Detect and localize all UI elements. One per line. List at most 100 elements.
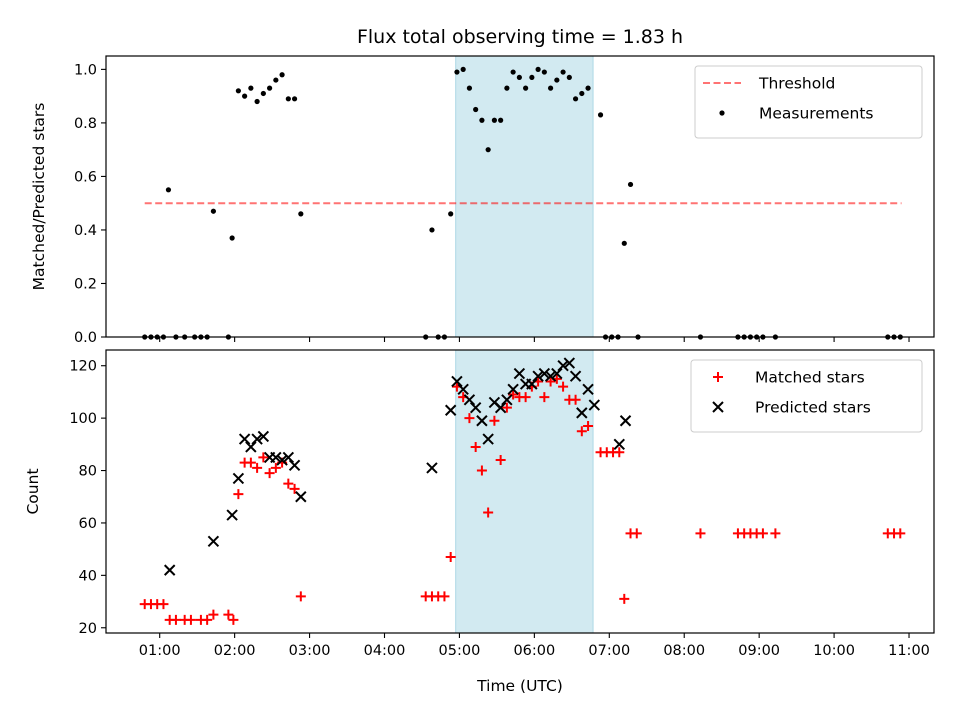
data-point — [526, 378, 538, 390]
data-point — [560, 69, 566, 75]
data-point — [460, 66, 466, 72]
data-point — [233, 489, 244, 500]
data-point — [223, 609, 234, 620]
x-tick-label: 02:00 — [214, 643, 256, 659]
data-point — [597, 112, 604, 118]
data-point — [563, 357, 576, 369]
data-point — [554, 77, 560, 83]
data-point — [895, 528, 906, 539]
data-point — [285, 96, 291, 102]
data-point — [504, 85, 510, 91]
data-point — [295, 591, 306, 602]
data-point — [464, 413, 475, 424]
data-point — [451, 375, 463, 388]
data-point — [508, 389, 519, 400]
y-axis-label: Matched/Predicted stars — [30, 103, 48, 291]
data-point — [523, 85, 529, 91]
data-point — [245, 457, 256, 468]
data-point — [494, 401, 507, 414]
data-point — [619, 415, 632, 427]
data-point — [282, 451, 295, 464]
data-point — [585, 85, 591, 91]
data-point — [469, 401, 482, 414]
data-point — [489, 415, 500, 426]
data-point — [541, 69, 547, 75]
data-point — [482, 433, 494, 445]
data-point — [228, 614, 239, 625]
data-point — [445, 552, 456, 563]
legend-label: Predicted stars — [755, 399, 871, 417]
legend-label: Matched stars — [755, 369, 865, 387]
data-point — [258, 452, 269, 463]
data-point — [457, 383, 469, 396]
data-point — [473, 106, 479, 113]
data-point — [264, 468, 275, 479]
legend-box — [690, 359, 923, 433]
series-predicted-stars — [163, 357, 632, 576]
data-point — [479, 117, 485, 123]
data-point — [439, 591, 450, 602]
data-point — [254, 98, 260, 105]
data-point — [291, 96, 298, 102]
data-point — [267, 85, 273, 91]
data-point — [757, 528, 768, 539]
bottom-panel: 20 40 60 80 100 120 01:00 02:00 03:00 04:00 05:00 0… — [24, 349, 935, 695]
y-tick-label: 100 — [69, 411, 97, 427]
data-point — [251, 433, 263, 445]
data-point — [613, 438, 625, 451]
data-point — [614, 447, 625, 458]
data-point — [547, 85, 554, 91]
data-point — [627, 181, 634, 188]
x-axis-label: Time (UTC) — [476, 677, 563, 695]
data-point — [588, 399, 601, 411]
legend: Threshold Measurements — [694, 65, 923, 139]
data-point — [501, 402, 512, 413]
data-point — [545, 376, 556, 387]
data-point — [576, 407, 588, 419]
data-point — [583, 420, 594, 431]
data-point — [454, 69, 460, 75]
data-point — [501, 394, 513, 406]
data-point — [235, 88, 241, 94]
data-point — [466, 85, 473, 91]
data-point — [483, 507, 494, 518]
data-point — [163, 564, 176, 576]
data-point — [470, 441, 481, 452]
data-point — [270, 451, 282, 464]
y-tick-label: 0.6 — [74, 169, 97, 185]
data-point — [476, 465, 487, 476]
data-point — [485, 147, 491, 153]
axes-frame — [105, 349, 935, 634]
legend-label: Measurements — [759, 105, 874, 123]
x-tick-label: 08:00 — [663, 643, 705, 659]
data-point — [210, 208, 217, 214]
y-tick-label: 80 — [79, 464, 97, 480]
data-point — [463, 394, 476, 406]
data-point — [248, 85, 254, 91]
data-point — [298, 211, 304, 217]
data-point — [288, 459, 301, 472]
x-tick-label: 06:00 — [513, 643, 555, 659]
data-point — [507, 383, 519, 396]
legend-box — [694, 65, 923, 139]
data-point — [444, 404, 457, 416]
x-tick-label: 05:00 — [439, 643, 481, 659]
y-tick-label: 0.4 — [74, 223, 97, 239]
y-tick-label: 60 — [79, 516, 97, 532]
data-point — [495, 455, 506, 466]
data-point — [202, 614, 213, 625]
x-tick-label: 11:00 — [888, 643, 930, 659]
data-point — [491, 117, 497, 123]
x-tick-label: 07:00 — [588, 643, 630, 659]
chart-title: Flux total observing time = 1.83 h — [357, 26, 683, 48]
data-point — [619, 593, 630, 604]
data-point — [538, 367, 551, 380]
highlight-span — [455, 349, 594, 634]
data-point — [232, 472, 245, 485]
data-point — [516, 74, 522, 81]
data-point — [558, 381, 569, 392]
x-tick-label: 03:00 — [289, 643, 331, 659]
data-point — [582, 383, 594, 396]
data-point — [257, 430, 270, 443]
